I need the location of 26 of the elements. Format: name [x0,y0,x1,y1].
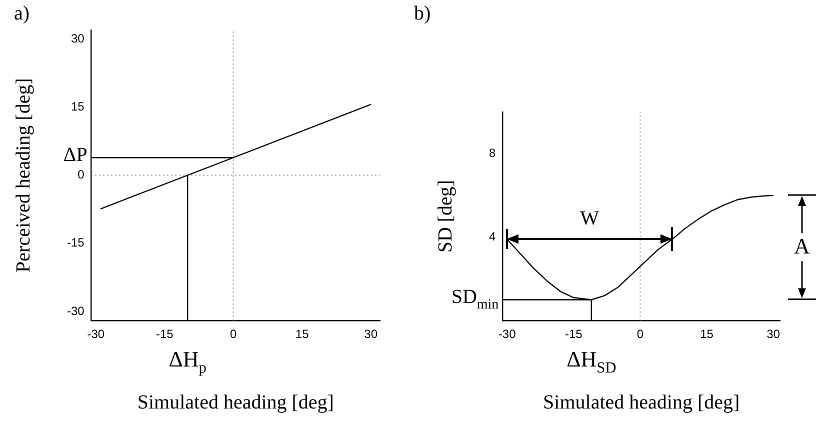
x-tick-label: 30 [364,327,378,342]
y-tick-label: -30 [67,304,85,318]
ref-line-label: ΔP [63,144,88,166]
y-tick-label: 0 [78,168,85,182]
annotation: W [580,207,600,230]
x-tick-label: 0 [230,327,238,342]
x-tick-label: 30 [766,327,780,342]
y-axis-title: Perceived heading [deg] [12,78,34,272]
x-tick-label: -30 [87,327,105,342]
chart-title: a) [14,2,30,24]
x-axis-title: Simulated heading [deg] [137,391,334,414]
x-tick-label: 0 [636,327,644,342]
x-tick-label: 15 [295,327,310,342]
x-axis-title: Simulated heading [deg] [543,391,740,414]
y-tick-label: 8 [488,146,496,160]
x-tick-label: -15 [564,327,583,342]
y-tick-label: 30 [70,31,85,46]
x-tick-label: -30 [498,327,516,342]
y-axis-title: SD [deg] [434,180,456,253]
y-tick-label: 15 [70,100,85,114]
text: A [794,233,810,258]
chart-title: b) [414,2,431,24]
x-tick-label: -15 [156,327,174,342]
x-tick-label: 15 [700,327,714,342]
y-tick-label: -15 [67,236,85,250]
y-tick-label: 4 [488,229,496,244]
